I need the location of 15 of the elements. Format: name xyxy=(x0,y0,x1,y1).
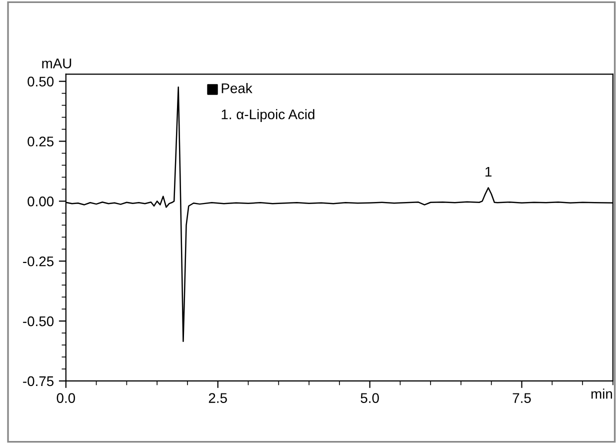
annotation: 1. α-Lipoic Acid xyxy=(222,109,314,122)
annotation: 1 xyxy=(486,166,492,177)
y-tick-label: -0.25 xyxy=(23,256,54,266)
x-tick-label: 2.5 xyxy=(208,393,227,403)
y-tick-label: 0.25 xyxy=(28,136,54,146)
y-axis-title: mAU xyxy=(42,58,72,68)
y-tick-label: -0.50 xyxy=(23,316,54,326)
x-tick-label: 5.0 xyxy=(360,393,379,403)
x-axis-title: min xyxy=(591,388,612,399)
y-tick-label: 0.00 xyxy=(28,196,54,206)
legend-title: Peak xyxy=(222,83,252,94)
y-tick-label: -0.75 xyxy=(23,376,54,386)
y-tick-label: 0.50 xyxy=(28,76,54,87)
x-tick-label: 7.5 xyxy=(512,393,531,403)
x-tick-label: 0.0 xyxy=(56,393,76,403)
